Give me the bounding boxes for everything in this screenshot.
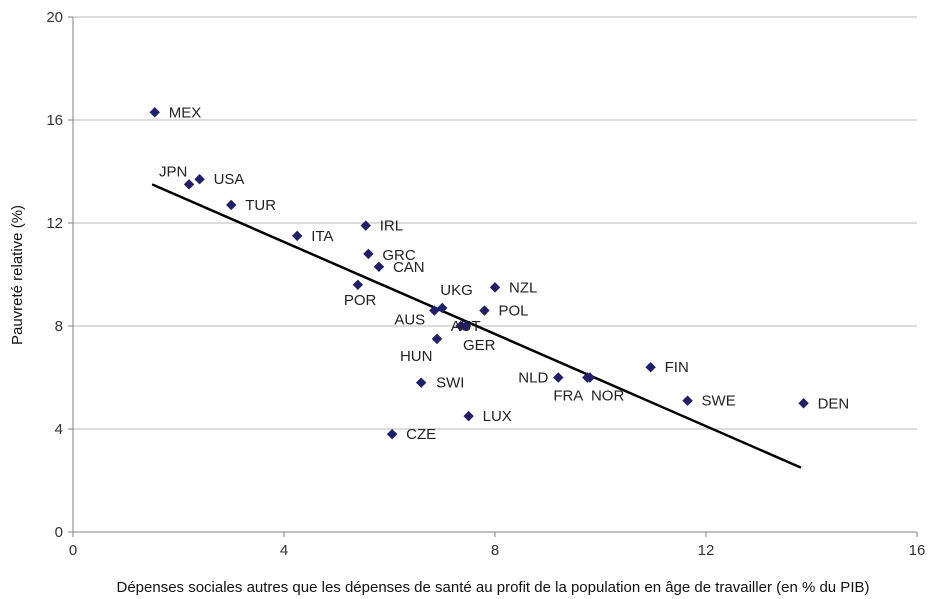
data-label-ger: GER bbox=[463, 337, 496, 354]
data-point-usa bbox=[194, 174, 205, 185]
x-tick-label: 16 bbox=[909, 542, 926, 559]
data-label-can: CAN bbox=[393, 259, 425, 276]
data-point-tur bbox=[226, 199, 237, 211]
data-label-aus: AUS bbox=[394, 312, 425, 329]
y-tick-label: 4 bbox=[55, 421, 63, 438]
data-point-swi bbox=[415, 377, 427, 388]
data-point-aus bbox=[429, 305, 440, 316]
data-point-lux bbox=[463, 410, 474, 422]
data-label-ukg: UKG bbox=[440, 282, 473, 299]
data-point-fin bbox=[645, 362, 656, 373]
data-label-swe: SWE bbox=[702, 393, 736, 410]
data-point-irl bbox=[360, 220, 371, 231]
data-label-aut: AUT bbox=[451, 318, 481, 335]
x-tick-label: 12 bbox=[698, 542, 715, 559]
data-label-den: DEN bbox=[818, 395, 850, 412]
data-label-por: POR bbox=[344, 292, 377, 309]
y-tick-label: 8 bbox=[55, 318, 63, 335]
data-point-nor bbox=[584, 372, 596, 383]
data-points bbox=[149, 107, 809, 440]
data-label-jpn: JPN bbox=[159, 163, 187, 180]
data-point-nld bbox=[553, 372, 564, 383]
y-tick-label: 12 bbox=[46, 215, 63, 232]
data-point-hun bbox=[431, 333, 443, 345]
data-point-por bbox=[352, 279, 364, 290]
data-point-ger bbox=[460, 320, 472, 332]
data-point-pol bbox=[479, 305, 490, 316]
x-tick-label: 8 bbox=[491, 542, 499, 559]
trend-line bbox=[151, 183, 802, 469]
x-axis-ticks: 0 4 8 12 16 bbox=[69, 532, 926, 559]
data-label-fra: FRA bbox=[553, 388, 583, 405]
data-label-pol: POL bbox=[498, 303, 528, 320]
axes bbox=[72, 17, 917, 533]
x-axis-title: Dépenses sociales autres que les dépense… bbox=[117, 579, 870, 596]
data-point-ita bbox=[291, 230, 303, 242]
data-point-ukg bbox=[437, 302, 448, 314]
trend-line-group bbox=[151, 183, 802, 469]
x-tick-label: 4 bbox=[280, 542, 288, 559]
data-label-grc: GRC bbox=[382, 247, 416, 264]
data-point-jpn bbox=[183, 179, 195, 190]
data-label-usa: USA bbox=[214, 171, 245, 188]
data-label-swi: SWI bbox=[436, 375, 464, 392]
data-label-tur: TUR bbox=[245, 197, 276, 214]
data-label-nzl: NZL bbox=[509, 279, 537, 296]
y-tick-label: 0 bbox=[55, 524, 63, 541]
y-tick-label: 16 bbox=[46, 112, 63, 129]
data-point-cze bbox=[386, 428, 398, 440]
data-label-nld: NLD bbox=[518, 370, 548, 387]
data-label-cze: CZE bbox=[406, 426, 436, 443]
data-point-can bbox=[373, 261, 385, 272]
data-label-hun: HUN bbox=[400, 348, 433, 365]
data-point-den bbox=[798, 398, 809, 409]
data-label-nor: NOR bbox=[591, 388, 625, 405]
data-point-mex bbox=[149, 107, 160, 118]
y-axis-ticks: 0 4 8 12 16 20 bbox=[46, 9, 73, 541]
data-label-mex: MEX bbox=[169, 104, 202, 121]
data-label-irl: IRL bbox=[380, 218, 403, 235]
data-label-fin: FIN bbox=[665, 359, 689, 376]
gridlines bbox=[73, 16, 917, 430]
data-point-grc bbox=[363, 248, 374, 260]
x-tick-label: 0 bbox=[69, 542, 77, 559]
data-point-swe bbox=[682, 395, 693, 406]
y-axis-title: Pauvreté relative (%) bbox=[9, 205, 26, 345]
data-point-aut bbox=[455, 320, 466, 332]
data-point-nzl bbox=[489, 282, 501, 293]
data-label-lux: LUX bbox=[483, 408, 512, 425]
y-tick-label: 20 bbox=[46, 9, 63, 26]
data-label-ita: ITA bbox=[311, 228, 333, 245]
